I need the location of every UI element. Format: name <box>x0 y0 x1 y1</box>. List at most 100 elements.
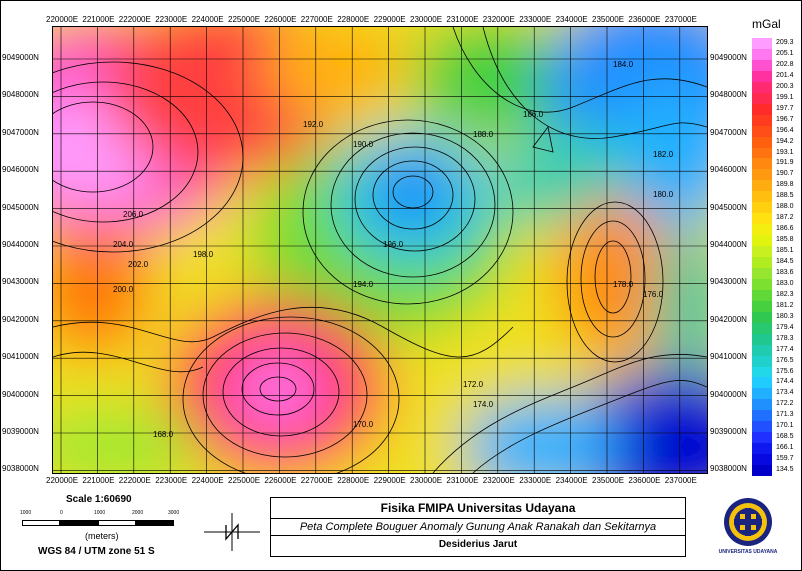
scale-unit: (meters) <box>85 531 119 541</box>
colorbar-swatch <box>752 125 772 138</box>
northing-tick-label: 9041000N <box>2 352 39 362</box>
colorbar-swatch <box>752 322 772 335</box>
colorbar-value: 209.3 <box>776 39 794 46</box>
northing-tick-label: 9042000N <box>710 314 747 324</box>
colorbar-value: 197.7 <box>776 104 794 112</box>
colorbar-swatch <box>752 377 772 389</box>
contour-label: 202.0 <box>128 260 149 269</box>
colorbar-value: 175.6 <box>776 367 794 375</box>
colorbar-swatch <box>752 278 772 291</box>
northing-tick-label: 9044000N <box>710 240 747 249</box>
colorbar <box>752 38 772 477</box>
scalebar-label: 3000 <box>168 510 180 516</box>
colorbar-value: 173.4 <box>776 389 794 397</box>
coordinate-reference-system: WGS 84 / UTM zone 51 S <box>38 546 155 557</box>
colorbar-value: 189.8 <box>776 181 794 189</box>
colorbar-value: 196.7 <box>776 115 794 123</box>
northing-tick-label: 9048000N <box>710 90 747 100</box>
colorbar-swatch <box>752 465 772 477</box>
colorbar-value: 178.3 <box>776 334 794 342</box>
colorbar-swatch <box>752 235 772 247</box>
easting-tick-label: 227000E <box>300 15 333 24</box>
easting-tick-label: 237000E <box>664 476 697 485</box>
contour-label: 176.0 <box>643 290 664 299</box>
colorbar-value: 200.3 <box>776 82 794 90</box>
colorbar-value: 205.1 <box>776 49 794 57</box>
colorbar-value: 199.1 <box>776 93 794 101</box>
colorbar-swatch <box>752 202 772 214</box>
colorbar-value: 202.8 <box>776 60 794 68</box>
title-block: Fisika FMIPA Universitas Udayana Peta Co… <box>270 497 686 557</box>
easting-tick-label: 235000E <box>592 15 625 24</box>
contour-label: 172.0 <box>463 380 484 389</box>
easting-tick-label: 222000E <box>118 15 151 24</box>
colorbar-swatch <box>752 70 772 83</box>
easting-tick-label: 234000E <box>555 15 588 24</box>
contour-label: 192.0 <box>303 120 324 129</box>
contour-label: 198.0 <box>193 250 214 259</box>
easting-tick-label: 233000E <box>519 15 552 24</box>
colorbar-value: 179.4 <box>776 323 794 331</box>
easting-tick-label: 234000E <box>555 476 588 485</box>
northing-tick-label: 9039000N <box>2 427 39 436</box>
colorbar-value: 193.1 <box>776 148 794 156</box>
colorbar-value: 185.8 <box>776 236 794 244</box>
map-scale: Scale 1:60690 <box>66 494 132 505</box>
easting-tick-label: 225000E <box>228 15 261 24</box>
northing-tick-label: 9040000N <box>2 389 39 399</box>
easting-tick-label: 224000E <box>191 476 224 485</box>
easting-tick-label: 235000E <box>592 476 625 485</box>
easting-tick-label: 223000E <box>155 15 188 24</box>
scalebar-label: 1000 <box>94 510 106 516</box>
northing-tick-label: 9044000N <box>2 240 39 249</box>
colorbar-swatch <box>752 289 772 302</box>
colorbar-swatch <box>752 421 772 433</box>
colorbar-swatch <box>752 333 772 346</box>
contour-label: 186.0 <box>523 110 544 119</box>
colorbar-value: 174.4 <box>776 378 794 386</box>
contour-label: 170.0 <box>353 420 374 429</box>
colorbar-value: 183.0 <box>776 279 794 287</box>
contour-label: 204.0 <box>113 240 134 249</box>
colorbar-value: 159.7 <box>776 455 794 463</box>
colorbar-value: 185.1 <box>776 247 794 255</box>
contour-label: 184.0 <box>613 60 634 69</box>
easting-tick-label: 228000E <box>337 476 370 485</box>
colorbar-value: 188.0 <box>776 203 794 211</box>
easting-tick-label: 236000E <box>628 15 661 24</box>
colorbar-value: 134.5 <box>776 466 794 474</box>
easting-tick-label: 231000E <box>446 476 479 485</box>
colorbar-value: 180.3 <box>776 312 794 320</box>
contour-label: 182.0 <box>653 150 674 159</box>
easting-tick-label: 226000E <box>264 476 297 485</box>
northing-tick-label: 9047000N <box>2 127 39 137</box>
easting-tick-label: 220000E <box>46 15 79 24</box>
easting-tick-label: 232000E <box>482 15 515 24</box>
colorbar-value: 166.1 <box>776 444 794 452</box>
colorbar-value: 171.3 <box>776 411 794 419</box>
scalebar-label: 0 <box>60 510 63 516</box>
northing-tick-label: 9043000N <box>2 277 39 287</box>
colorbar-swatch <box>752 158 772 170</box>
easting-tick-label: 230000E <box>410 476 443 485</box>
easting-tick-label: 220000E <box>46 476 79 485</box>
colorbar-swatch <box>752 454 772 466</box>
northing-tick-label: 9040000N <box>710 389 747 399</box>
northing-tick-label: 9045000N <box>710 202 747 212</box>
colorbar-swatch <box>752 257 772 269</box>
contour-label: 206.0 <box>123 210 144 219</box>
colorbar-value: 201.4 <box>776 71 794 79</box>
colorbar-swatch <box>752 410 772 422</box>
scalebar-label: 2000 <box>132 510 144 516</box>
easting-tick-label: 229000E <box>373 476 406 485</box>
colorbar-swatch <box>752 355 772 367</box>
northing-tick-label: 9049000N <box>2 53 39 62</box>
north-arrow-icon <box>204 513 260 551</box>
bouguer-anomaly-raster: 206.0 204.0 202.0 200.0 198.0 196.0 194.0 192.0… <box>53 27 707 473</box>
colorbar-swatch <box>752 81 772 94</box>
colorbar-swatch <box>752 180 772 192</box>
colorbar-swatch <box>752 191 772 203</box>
easting-tick-label: 229000E <box>373 15 406 24</box>
easting-tick-label: 226000E <box>264 15 297 24</box>
anomaly-map[interactable]: 206.0 204.0 202.0 200.0 198.0 196.0 194.0 192.0… <box>52 26 708 474</box>
